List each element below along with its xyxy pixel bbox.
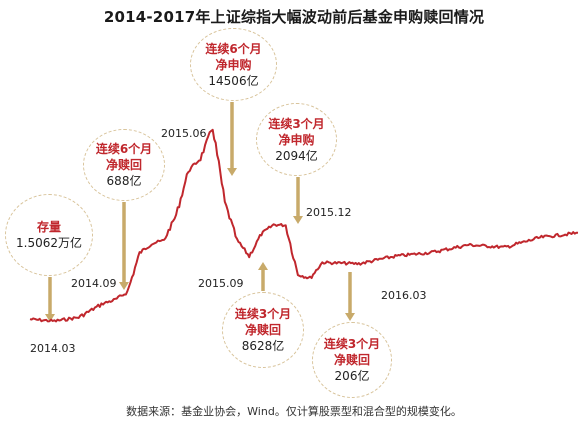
arrow-2015-12 (293, 177, 303, 224)
arrow-2014-09 (119, 202, 129, 290)
date-label-2016-03: 2016.03 (381, 289, 427, 302)
annotation-subtitle: 净赎回 (333, 353, 370, 367)
annotation-title: 连续6个月 (95, 142, 153, 156)
arrow-2015-06 (227, 102, 237, 176)
annotation-value: 688亿 (106, 174, 142, 188)
annotation-net-subscription-3m-bubble: 连续3个月 净申购 2094亿 (256, 103, 337, 176)
annotation-value: 2094亿 (275, 148, 318, 163)
arrow-2015-09 (258, 262, 268, 291)
annotation-value: 1.5062万亿 (16, 236, 82, 250)
date-label-2015-09: 2015.09 (198, 277, 244, 290)
date-label-2014-09: 2014.09 (71, 277, 117, 290)
annotation-title: 连续6个月 (205, 41, 262, 56)
date-label-2014-03: 2014.03 (30, 342, 76, 355)
annotation-net-redemption-3m-bubble: 连续3个月 净赎回 8628亿 (222, 292, 304, 368)
annotation-value: 8628亿 (241, 339, 285, 353)
annotation-net-subscription-6m-bubble: 连续6个月 净申购 14506亿 (190, 28, 277, 101)
index-line (29, 128, 579, 323)
arrow-2014-03 (45, 277, 55, 322)
arrow-2016-03 (345, 272, 355, 321)
annotation-net-redemption-3m-2016-bubble: 连续3个月 净赎回 206亿 (312, 322, 392, 398)
annotation-title: 连续3个月 (234, 307, 292, 321)
annotation-title: 存量 (36, 220, 61, 234)
annotation-subtitle: 净申购 (215, 57, 252, 72)
annotation-subtitle: 净赎回 (105, 158, 142, 172)
annotation-net-redemption-6m-bubble: 连续6个月 净赎回 688亿 (83, 129, 165, 201)
annotation-subtitle: 净申购 (278, 132, 315, 147)
chart-title: 2014-2017年上证综指大幅波动前后基金申购赎回情况 (103, 8, 485, 26)
annotation-title: 连续3个月 (268, 116, 325, 131)
annotation-subtitle: 净赎回 (244, 323, 281, 337)
annotation-title: 连续3个月 (323, 337, 381, 351)
annotation-stock-bubble: 存量 1.5062万亿 (5, 194, 93, 276)
date-label-2015-06: 2015.06 (161, 127, 207, 140)
source-note: 数据来源：基金业协会，Wind。仅计算股票型和混合型的规模变化。 (126, 405, 462, 418)
annotation-value: 206亿 (334, 369, 370, 383)
arrow-layer (45, 102, 355, 322)
date-label-2015-12: 2015.12 (306, 206, 352, 219)
annotation-value: 14506亿 (208, 73, 259, 88)
